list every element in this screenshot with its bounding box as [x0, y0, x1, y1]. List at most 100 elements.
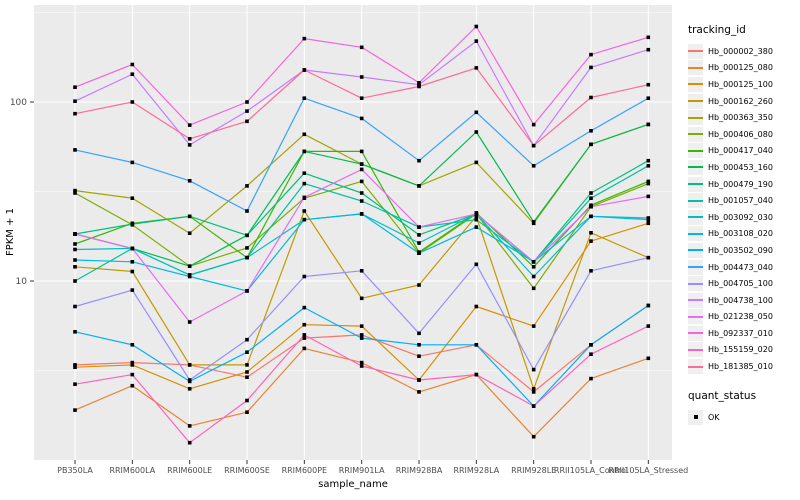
- data-point: [589, 52, 593, 57]
- data-point: [245, 255, 249, 260]
- data-point: [646, 158, 651, 163]
- data-point: [73, 279, 77, 283]
- data-point: [359, 360, 364, 365]
- legend-key: [688, 143, 703, 159]
- legend-line-swatch: [688, 199, 703, 202]
- legend: tracking_id Hb_000002_380 Hb_000125_080 Hb…: [688, 24, 800, 425]
- legend-label: Hb_003502_090: [708, 245, 773, 255]
- data-point: [531, 404, 536, 408]
- data-point: [417, 241, 421, 245]
- data-point: [474, 130, 479, 134]
- data-point: [531, 265, 536, 269]
- legend-items: Hb_000002_380 Hb_000125_080 Hb_000125_100 H…: [688, 43, 800, 375]
- legend-line-swatch: [688, 50, 703, 53]
- data-point: [359, 212, 364, 216]
- data-point: [130, 246, 135, 251]
- legend-item: Hb_000417_040: [688, 143, 800, 160]
- legend-item: Hb_181385_010: [688, 358, 800, 375]
- data-point: [474, 217, 479, 222]
- data-point: [417, 158, 421, 163]
- legend-label: Hb_000125_080: [708, 63, 773, 73]
- legend-item: Hb_000406_080: [688, 126, 800, 143]
- data-point: [130, 222, 135, 226]
- legend-item: Hb_003502_090: [688, 242, 800, 259]
- legend-item-ok: OK: [688, 409, 800, 426]
- data-point: [589, 352, 593, 356]
- x-tick-label: RRIM928LA: [453, 466, 499, 475]
- data-point: [359, 45, 364, 50]
- legend-label: Hb_003108_020: [708, 229, 773, 239]
- x-tick-label: PB350LA: [57, 466, 93, 475]
- data-point: [589, 204, 593, 209]
- legend-label: Hb_021238_050: [708, 312, 773, 322]
- data-point: [359, 96, 364, 100]
- data-point: [589, 269, 593, 273]
- data-point: [531, 274, 536, 279]
- data-point: [187, 179, 192, 183]
- legend-label: Hb_004473_040: [708, 262, 773, 272]
- data-point: [646, 255, 651, 260]
- data-point: [474, 214, 479, 219]
- legend-label: Hb_000363_350: [708, 113, 773, 123]
- legend-line-swatch: [688, 83, 703, 86]
- legend-label: Hb_003092_030: [708, 212, 773, 222]
- data-point: [646, 82, 651, 87]
- data-point: [589, 129, 593, 133]
- x-tick-label: RRIM901LA: [339, 466, 385, 475]
- legend-key: [688, 276, 703, 292]
- legend-key: [688, 93, 703, 109]
- data-point: [245, 246, 249, 250]
- data-point: [417, 225, 421, 229]
- legend-key: [688, 176, 703, 192]
- data-point: [531, 324, 536, 328]
- data-point: [302, 132, 307, 137]
- data-point: [245, 375, 249, 379]
- data-point: [245, 209, 249, 213]
- data-point: [130, 360, 135, 365]
- data-point: [646, 122, 651, 127]
- data-point: [187, 440, 192, 445]
- data-point: [474, 160, 479, 165]
- x-tick-label: RRIM600LE: [167, 466, 212, 475]
- data-point: [187, 137, 192, 141]
- data-point: [130, 196, 135, 200]
- legend-line-swatch: [688, 299, 703, 302]
- data-point: [187, 320, 192, 324]
- legend-key: [688, 342, 703, 358]
- data-point: [474, 225, 479, 229]
- legend-item: Hb_003108_020: [688, 226, 800, 243]
- data-point: [245, 370, 249, 374]
- legend-label: Hb_004705_100: [708, 279, 773, 289]
- data-point: [245, 109, 249, 113]
- data-point: [417, 251, 421, 255]
- legend-key: [688, 159, 703, 175]
- data-point: [474, 304, 479, 309]
- data-point: [589, 65, 593, 70]
- ok-square-marker: [693, 415, 698, 420]
- data-point: [474, 39, 479, 43]
- data-point: [245, 410, 249, 414]
- data-point: [245, 184, 249, 188]
- data-point: [73, 265, 77, 269]
- legend-line-swatch: [688, 66, 703, 69]
- data-point: [302, 68, 307, 72]
- data-point: [302, 171, 307, 175]
- data-point: [359, 167, 364, 172]
- legend-line-swatch: [688, 282, 703, 285]
- data-point: [474, 372, 479, 377]
- data-point: [130, 62, 135, 67]
- data-point: [589, 343, 593, 347]
- legend-item: Hb_092337_010: [688, 325, 800, 342]
- legend-key: [688, 292, 703, 308]
- data-point: [359, 364, 364, 368]
- data-point: [646, 356, 651, 361]
- legend-key: [688, 43, 703, 59]
- legend-key: [688, 60, 703, 76]
- data-point: [73, 258, 77, 262]
- data-point: [474, 262, 479, 267]
- legend-line-swatch: [688, 166, 703, 169]
- data-point: [187, 378, 192, 382]
- legend-line-swatch: [688, 183, 703, 186]
- data-point: [359, 324, 364, 328]
- data-point: [245, 119, 249, 124]
